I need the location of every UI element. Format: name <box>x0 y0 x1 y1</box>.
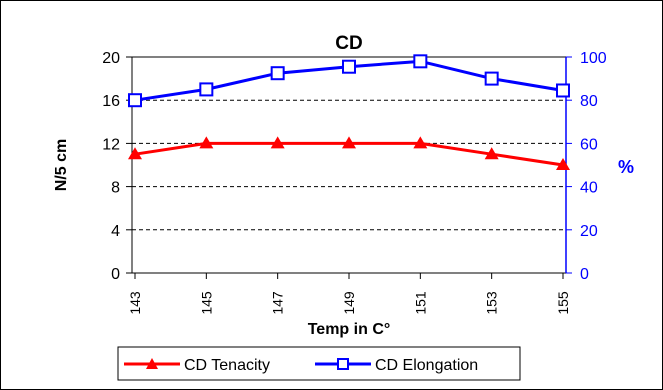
elongation-point <box>270 66 285 81</box>
legend-elongation-marker <box>337 358 349 370</box>
left-tick-label: 8 <box>111 180 120 197</box>
legend: CD Tenacity CD Elongation <box>117 346 521 381</box>
legend-elongation-label: CD Elongation <box>375 357 478 374</box>
x-axis-label: Temp in C° <box>308 321 391 338</box>
right-tick-label: 60 <box>580 136 598 153</box>
tenacity-point <box>128 147 142 160</box>
x-tick-label: 143 <box>127 291 143 315</box>
x-tick-label: 153 <box>484 291 500 315</box>
tenacity-point <box>484 147 499 160</box>
x-tick-label: 145 <box>198 291 214 315</box>
right-tick-label: 0 <box>580 266 589 283</box>
right-axis-label: % <box>618 157 634 177</box>
x-tick-label: 151 <box>412 291 428 315</box>
elongation-point <box>484 71 499 86</box>
left-tick-label: 4 <box>111 223 120 240</box>
left-tick-label: 20 <box>102 50 120 67</box>
left-axis-label: N/5 cm <box>53 139 70 191</box>
right-tick-label: 100 <box>580 50 607 67</box>
tenacity-point <box>413 136 428 149</box>
tenacity-point <box>199 136 214 149</box>
legend-tenacity-label: CD Tenacity <box>184 357 270 374</box>
right-tick-label: 20 <box>580 223 598 240</box>
left-tick-label: 16 <box>102 93 120 110</box>
right-tick-label: 40 <box>580 180 598 197</box>
chart-title: CD <box>335 33 362 54</box>
series-layer <box>128 54 570 170</box>
elongation-point <box>199 82 214 97</box>
tenacity-point <box>342 136 356 149</box>
x-tick-label: 149 <box>341 291 357 315</box>
axes: 0 4 8 12 16 20 0 20 40 60 80 100 143 145 147 149 151 153 1… <box>102 50 607 315</box>
x-tick-label: 155 <box>555 291 571 315</box>
left-tick-label: 12 <box>102 136 120 153</box>
x-tick-label: 147 <box>270 291 286 315</box>
tenacity-point <box>556 158 570 170</box>
right-tick-label: 80 <box>580 93 598 110</box>
elongation-point <box>342 59 356 74</box>
elongation-point <box>413 54 428 69</box>
legend-tenacity-marker <box>146 358 158 369</box>
tenacity-point <box>270 136 285 149</box>
left-tick-label: 0 <box>111 266 120 283</box>
elongation-point <box>556 83 570 98</box>
elongation-point <box>128 93 142 108</box>
